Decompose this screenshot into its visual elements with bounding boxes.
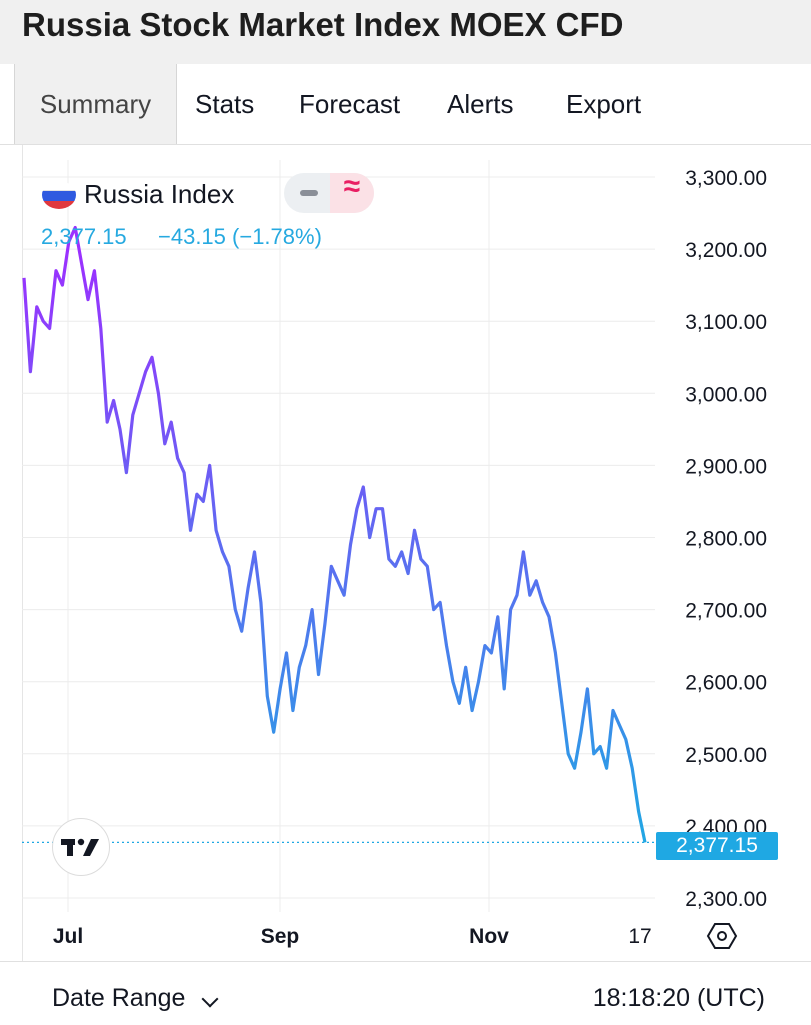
tab-stats[interactable]: Stats bbox=[195, 89, 255, 119]
utc-clock: 18:18:20 (UTC) bbox=[592, 984, 765, 1012]
date-range-button[interactable]: Date Range bbox=[52, 984, 186, 1012]
y-tick-label: 2,900.00 bbox=[685, 455, 767, 478]
y-axis: 2,300.002,400.002,500.002,600.002,700.00… bbox=[685, 167, 767, 911]
y-tick-label: 2,500.00 bbox=[685, 744, 767, 767]
page-title: Russia Stock Market Index MOEX CFD bbox=[22, 6, 624, 43]
y-tick-label: 2,700.00 bbox=[685, 600, 767, 623]
tab-forecast[interactable]: Forecast bbox=[299, 89, 401, 119]
settings-hexagon-icon[interactable] bbox=[706, 922, 738, 950]
x-tick-label: Sep bbox=[261, 925, 300, 948]
x-tick-label: 17 bbox=[628, 925, 651, 948]
chevron-down-icon[interactable] bbox=[201, 990, 219, 1008]
compare-toggle[interactable]: ≈ bbox=[330, 170, 374, 213]
y-tick-label: 3,200.00 bbox=[685, 239, 767, 262]
chart-left-border bbox=[22, 145, 23, 961]
x-tick-label: Jul bbox=[53, 925, 83, 948]
tab-summary[interactable]: Summary bbox=[14, 64, 177, 144]
x-axis: Jul Sep Nov 17 bbox=[53, 925, 652, 948]
legend-controls[interactable]: ≈ bbox=[284, 170, 374, 213]
legend-series-name: Russia Index bbox=[84, 179, 235, 209]
y-tick-label: 2,300.00 bbox=[685, 888, 767, 911]
minus-icon[interactable] bbox=[300, 190, 318, 196]
y-tick-label: 3,000.00 bbox=[685, 383, 767, 406]
y-tick-label: 3,100.00 bbox=[685, 311, 767, 334]
tab-export[interactable]: Export bbox=[566, 89, 642, 119]
app-header: Russia Stock Market Index MOEX CFD bbox=[0, 0, 811, 65]
y-tick-label: 3,300.00 bbox=[685, 167, 767, 190]
chart-footer: Date Range 18:18:20 (UTC) bbox=[0, 961, 811, 1025]
approx-wave-icon: ≈ bbox=[343, 170, 361, 203]
russia-flag-icon bbox=[42, 181, 76, 209]
legend-change: −43.15 (−1.78%) bbox=[158, 224, 322, 249]
series-line-russia-index bbox=[22, 225, 647, 843]
chart-grid bbox=[22, 160, 655, 912]
x-tick-label: Nov bbox=[469, 925, 509, 948]
tab-bar: Summary Stats Forecast Alerts Export bbox=[0, 64, 811, 145]
y-tick-label: 2,800.00 bbox=[685, 528, 767, 551]
last-price-tag: 2,377.15 bbox=[656, 832, 778, 860]
legend-last-value: 2,377.15 bbox=[41, 224, 127, 249]
tab-alerts[interactable]: Alerts bbox=[447, 89, 514, 119]
tradingview-logo-icon[interactable] bbox=[52, 818, 110, 876]
y-tick-label: 2,600.00 bbox=[685, 672, 767, 695]
